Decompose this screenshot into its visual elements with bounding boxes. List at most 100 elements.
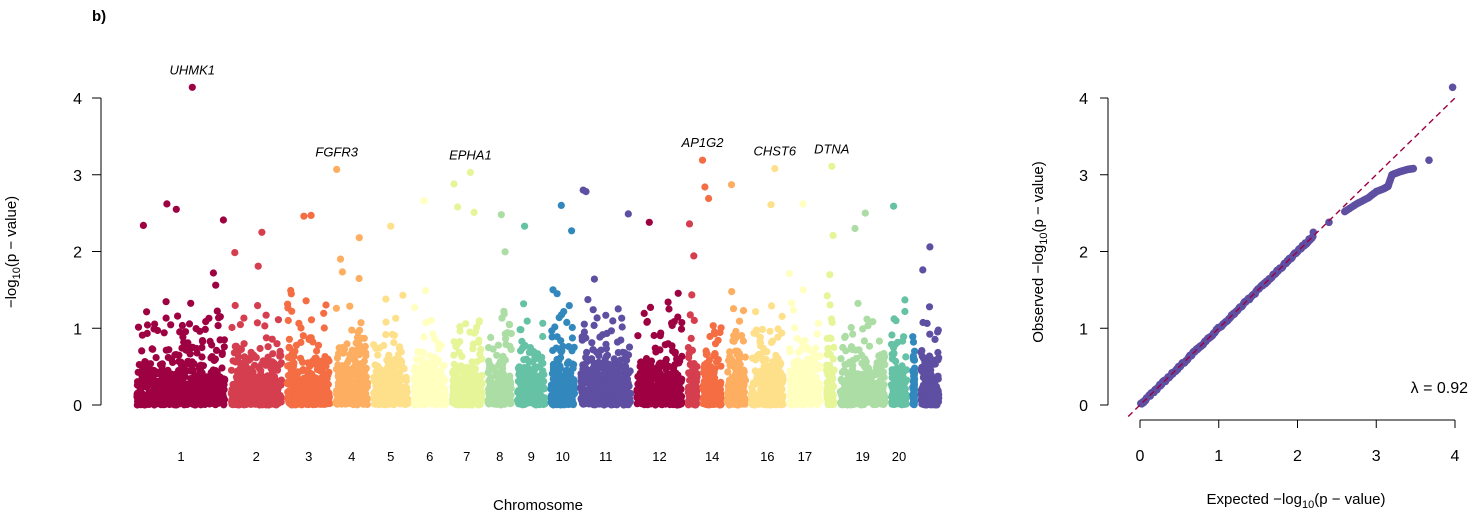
snp-point: [304, 359, 312, 367]
snp-point: [420, 333, 428, 341]
snp-point: [228, 323, 236, 332]
snp-point: [179, 365, 187, 374]
snp-point: [430, 353, 439, 361]
snp-point: [461, 364, 469, 372]
snp-point: [516, 371, 525, 380]
chromosome-10-points: [547, 286, 579, 409]
snp-point: [685, 370, 693, 378]
snp-point: [476, 400, 484, 408]
snp-point: [353, 334, 362, 342]
snp-point: [622, 367, 630, 375]
snp-point: [823, 390, 831, 398]
snp-point: [210, 356, 218, 364]
snp-point: [757, 399, 765, 407]
snp-point: [237, 381, 245, 389]
snp-point: [669, 347, 677, 355]
snp-point: [470, 329, 478, 337]
snp-point: [709, 322, 717, 330]
snp-point: [340, 383, 348, 391]
snp-point: [434, 382, 443, 391]
snp-point: [549, 286, 557, 294]
snp-point: [537, 357, 545, 365]
snp-point: [768, 375, 776, 383]
snp-point: [249, 372, 257, 380]
snp-point: [344, 365, 352, 373]
snp-point: [656, 362, 664, 370]
snp-point: [517, 380, 525, 388]
snp-point: [569, 401, 577, 409]
snp-point: [338, 268, 346, 276]
snp-point: [826, 301, 834, 309]
chromosome-13-points: [684, 252, 701, 409]
snp-point: [375, 344, 384, 352]
snp-point: [229, 357, 237, 365]
snp-point: [299, 332, 307, 340]
snp-point: [827, 315, 836, 323]
snp-point: [187, 299, 195, 307]
snp-point: [525, 357, 533, 365]
snp-point: [160, 329, 168, 337]
snp-point: [437, 397, 445, 405]
snp-point: [553, 369, 561, 377]
snp-point: [429, 330, 437, 338]
snp-point: [603, 351, 612, 359]
snp-point: [522, 398, 530, 406]
snp-point: [690, 252, 698, 260]
snp-point: [284, 362, 292, 370]
panel-label: b): [92, 8, 107, 25]
snp-point: [236, 321, 244, 329]
snp-point: [600, 378, 608, 386]
snp-point: [158, 362, 166, 370]
snp-point: [391, 392, 399, 400]
snp-point: [616, 359, 624, 367]
snp-point: [206, 337, 214, 345]
snp-point: [523, 317, 531, 325]
snp-point: [198, 344, 206, 352]
snp-point: [390, 339, 398, 347]
chromosome-18-points: [823, 271, 838, 409]
snp-point: [768, 302, 776, 310]
snp-point: [553, 333, 561, 341]
snp-point: [824, 345, 832, 353]
snp-point: [145, 389, 153, 397]
snp-point: [193, 349, 201, 357]
snp-point: [669, 365, 678, 373]
snp-point: [664, 298, 672, 306]
snp-point: [258, 390, 266, 398]
snp-point: [498, 377, 506, 385]
snp-point: [790, 358, 798, 367]
snp-point: [556, 362, 564, 370]
snp-point: [402, 377, 410, 385]
chromosome-12-points: [633, 289, 686, 409]
snp-point: [355, 351, 363, 359]
snp-point: [711, 330, 719, 338]
snp-point: [245, 366, 254, 375]
snp-point: [583, 358, 591, 366]
snp-point: [387, 364, 395, 372]
snp-point: [176, 328, 184, 336]
snp-point: [487, 395, 495, 403]
snp-point: [578, 399, 587, 408]
snp-point: [382, 331, 390, 339]
snp-point: [178, 372, 186, 380]
snp-point: [478, 379, 486, 387]
snp-point: [138, 331, 146, 339]
snp-point: [714, 336, 722, 344]
snp-point: [175, 351, 183, 359]
snp-point: [177, 358, 185, 366]
snp-point: [516, 326, 524, 334]
snp-point: [229, 400, 237, 408]
snp-point: [448, 396, 456, 404]
snp-point: [791, 324, 799, 332]
snp-point: [461, 388, 469, 396]
snp-point: [153, 370, 161, 378]
snp-point: [334, 379, 343, 387]
snp-point: [725, 357, 733, 365]
snp-point: [739, 337, 748, 345]
snp-point: [460, 373, 468, 381]
snp-point: [785, 270, 793, 278]
snp-point: [593, 360, 602, 368]
snp-point: [589, 306, 597, 314]
snp-point: [418, 373, 426, 381]
snp-point: [469, 383, 477, 391]
